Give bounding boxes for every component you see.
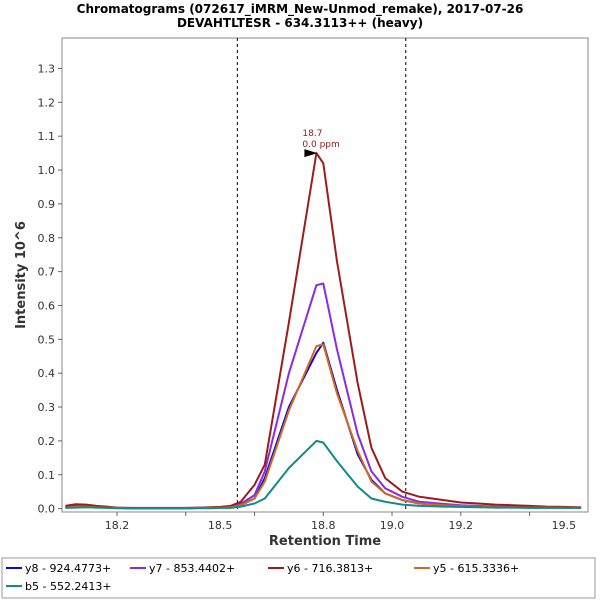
y-tick-label: 0.4 xyxy=(38,367,56,380)
y-tick-label: 1.3 xyxy=(38,62,56,75)
y-tick-label: 1.0 xyxy=(38,164,56,177)
y-tick-label: 0.0 xyxy=(38,503,56,516)
y-tick-label: 0.1 xyxy=(38,469,56,482)
peak-marker xyxy=(304,149,318,158)
peak-rt-label: 18.7 xyxy=(302,129,322,139)
x-tick-label: 18.2 xyxy=(105,519,130,532)
legend-item: y5 - 615.3336+ xyxy=(433,562,519,575)
plot-area xyxy=(61,37,589,513)
y-tick-label: 0.9 xyxy=(38,198,56,211)
y-axis: 0.0 0.1 0.2 0.3 0.4 0.5 0.6 0.7 0.8 0.9 1.0 1.1 1.2 1… xyxy=(38,62,62,516)
chart-subtitle: DEVAHTLTESR - 634.3113++ (heavy) xyxy=(177,16,423,30)
legend-item: b5 - 552.2413+ xyxy=(25,580,112,593)
x-tick-label: 19.2 xyxy=(449,519,474,532)
y-tick-label: 0.2 xyxy=(38,435,56,448)
legend-box xyxy=(1,557,596,599)
y-tick-label: 0.8 xyxy=(38,232,56,245)
y-tick-label: 0.7 xyxy=(38,266,56,279)
y-tick-label: 0.5 xyxy=(38,333,56,346)
x-tick-label: 18.5 xyxy=(208,519,233,532)
peak-ppm-label: 0.0 ppm xyxy=(302,140,339,150)
integration-bounds xyxy=(236,38,407,512)
y-tick-label: 0.6 xyxy=(38,299,56,312)
legend-item: y8 - 924.4773+ xyxy=(25,562,111,575)
series-lines xyxy=(65,152,582,510)
x-tick-label: 19.5 xyxy=(552,519,577,532)
legend-item: y7 - 853.4402+ xyxy=(149,562,235,575)
x-tick-label: 19.0 xyxy=(380,519,405,532)
series-line xyxy=(65,439,582,510)
y-tick-label: 1.1 xyxy=(38,130,56,143)
y-tick-label: 1.2 xyxy=(38,96,56,109)
chart-title: Chromatograms (072617_iMRM_New-Unmod_rem… xyxy=(77,2,524,17)
x-tick-label: 18.8 xyxy=(311,519,336,532)
legend: y8 - 924.4773+ y7 - 853.4402+ y6 - 716.381… xyxy=(6,562,519,593)
peak-annotation: 18.70.0 ppm xyxy=(302,129,340,158)
legend-item: y6 - 716.3813+ xyxy=(287,562,373,575)
x-axis-label: Retention Time xyxy=(269,534,381,549)
y-tick-label: 0.3 xyxy=(38,401,56,414)
x-axis: 18.2 18.5 18.8 19.0 19.2 19.5 xyxy=(105,512,576,532)
y-axis-label: Intensity 10^6 xyxy=(14,221,29,329)
